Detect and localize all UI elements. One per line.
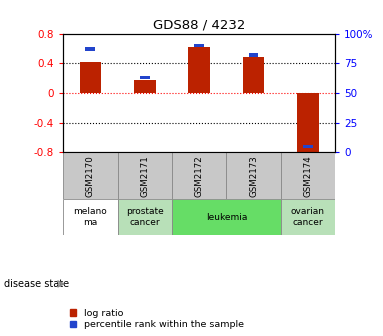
Text: GSM2172: GSM2172 — [195, 155, 204, 197]
Bar — [226, 153, 281, 199]
Bar — [249, 53, 259, 57]
Bar — [118, 153, 172, 199]
Bar — [172, 153, 226, 199]
Title: GDS88 / 4232: GDS88 / 4232 — [153, 18, 246, 31]
Text: GSM2173: GSM2173 — [249, 155, 258, 197]
Bar — [140, 76, 150, 79]
Bar — [63, 153, 118, 199]
Bar — [188, 47, 210, 93]
Bar — [281, 199, 335, 235]
Text: ovarian
cancer: ovarian cancer — [291, 207, 325, 227]
Text: leukemia: leukemia — [206, 213, 247, 222]
Text: GSM2170: GSM2170 — [86, 155, 95, 197]
Bar — [281, 153, 335, 199]
Text: prostate
cancer: prostate cancer — [126, 207, 164, 227]
Bar — [80, 62, 101, 93]
Bar — [243, 57, 264, 93]
Text: GSM2171: GSM2171 — [140, 155, 149, 197]
Bar — [63, 199, 118, 235]
Bar — [194, 44, 204, 47]
Text: GSM2174: GSM2174 — [303, 155, 313, 197]
Bar — [297, 93, 319, 154]
Text: disease state: disease state — [4, 279, 69, 289]
Bar — [118, 199, 172, 235]
Bar — [303, 144, 313, 149]
Text: melano
ma: melano ma — [74, 207, 107, 227]
Legend: log ratio, percentile rank within the sample: log ratio, percentile rank within the sa… — [68, 307, 246, 331]
Bar — [172, 199, 281, 235]
Bar — [134, 80, 155, 93]
Bar — [85, 47, 95, 51]
